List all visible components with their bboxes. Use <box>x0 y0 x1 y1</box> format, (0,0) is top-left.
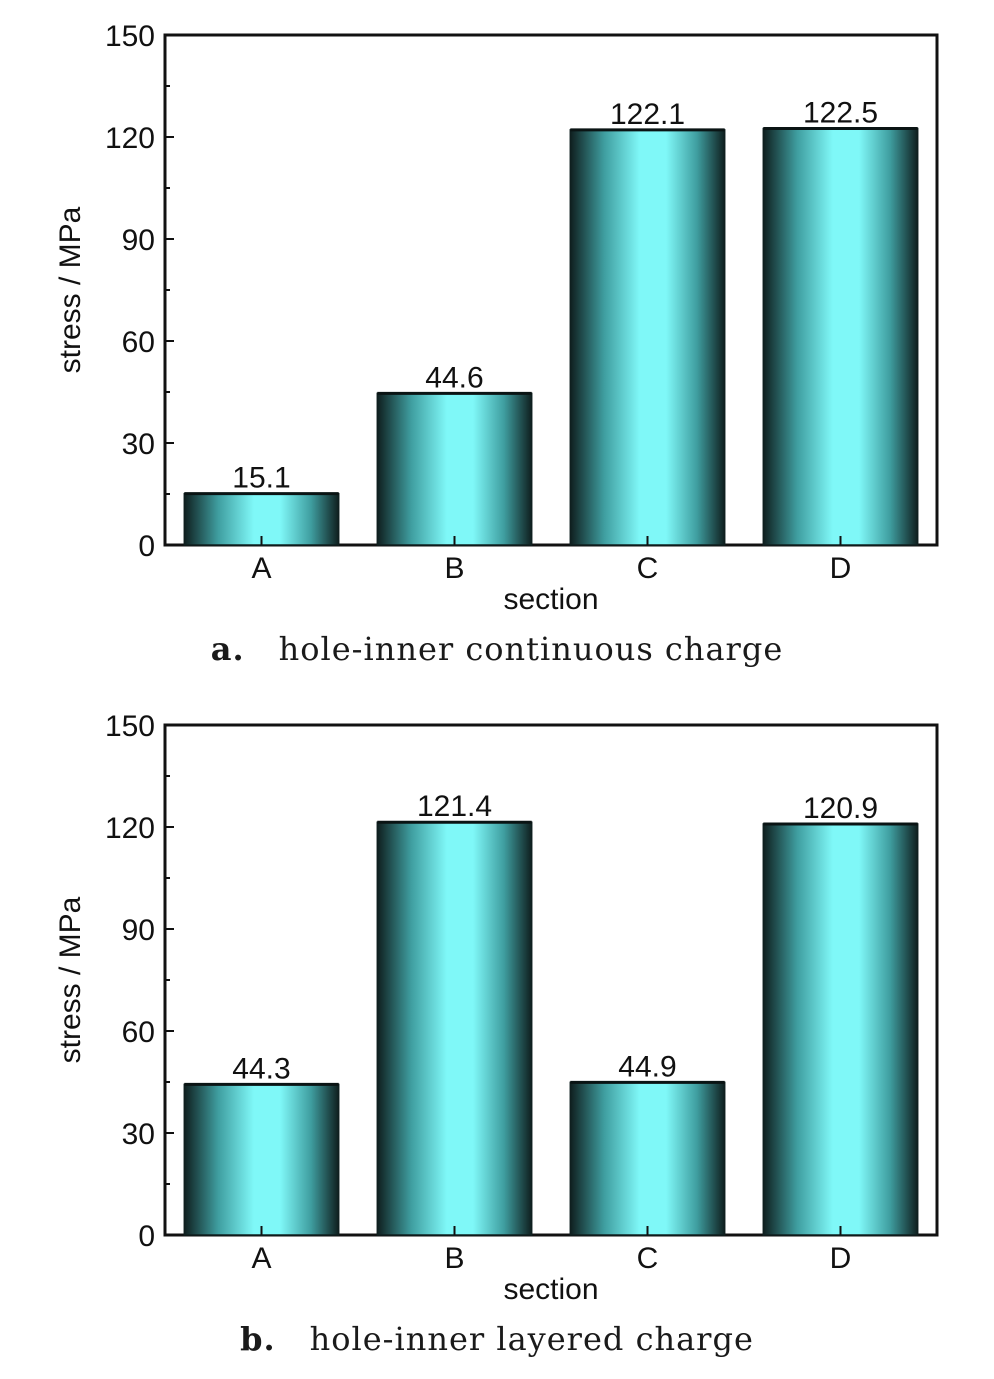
x-tick-label: C <box>637 552 659 585</box>
y-tick-label: 60 <box>122 1016 155 1049</box>
chart-panel-b: 0 30 60 90 120 150 stress / MPa 44.3 A 121.4 B 44.9… <box>0 690 994 1379</box>
y-tick-label: 90 <box>122 224 155 257</box>
caption-b-tag: b. <box>240 1320 276 1358</box>
y-tick-label: 90 <box>122 914 155 947</box>
x-tick-label: D <box>830 1242 852 1275</box>
y-tick-label: 30 <box>122 428 155 461</box>
y-tick-label: 120 <box>105 122 155 155</box>
y-tick-label: 30 <box>122 1118 155 1151</box>
y-tick-label: 60 <box>122 326 155 359</box>
bar-C <box>569 129 726 546</box>
x-tick-label: B <box>444 1242 464 1275</box>
caption-a: a. hole-inner continuous charge <box>0 630 994 668</box>
x-tick-label: C <box>637 1242 659 1275</box>
x-axis-label: section <box>503 1273 598 1306</box>
y-tick-label: 150 <box>105 710 155 743</box>
y-tick-label: 0 <box>138 530 155 563</box>
x-tick-label: A <box>251 552 271 585</box>
data-label: 120.9 <box>803 792 878 825</box>
bar-D <box>762 127 919 546</box>
caption-a-tag: a. <box>210 630 245 668</box>
y-tick-label: 120 <box>105 812 155 845</box>
chart-a-svg: 0 30 60 90 120 150 stress / MPa 15.1 A 44.6 B 122.1… <box>54 20 939 616</box>
caption-a-text: hole-inner continuous charge <box>278 630 784 668</box>
y-axis-label: stress / MPa <box>54 896 87 1063</box>
y-tick-label: 0 <box>138 1220 155 1253</box>
data-label: 15.1 <box>232 462 290 495</box>
y-tick-label: 150 <box>105 20 155 53</box>
bar-A <box>183 1083 340 1236</box>
data-label: 44.9 <box>618 1050 676 1083</box>
data-label: 122.5 <box>803 97 878 130</box>
bar-D <box>762 823 919 1236</box>
data-label: 121.4 <box>417 790 492 823</box>
x-axis-label: section <box>503 583 598 616</box>
caption-b: b. hole-inner layered charge <box>0 1320 994 1358</box>
bar-B <box>376 392 533 546</box>
data-label: 122.1 <box>610 98 685 131</box>
bar-B <box>376 821 533 1236</box>
x-tick-label: A <box>251 1242 271 1275</box>
caption-b-text: hole-inner layered charge <box>309 1320 754 1358</box>
bar-C <box>569 1081 726 1236</box>
x-tick-label: B <box>444 552 464 585</box>
x-tick-label: D <box>830 552 852 585</box>
data-label: 44.3 <box>232 1052 290 1085</box>
data-label: 44.6 <box>425 361 483 394</box>
chart-b-svg: 0 30 60 90 120 150 stress / MPa 44.3 A 121.4 B 44.9… <box>54 710 939 1306</box>
chart-panel-a: 0 30 60 90 120 150 stress / MPa 15.1 A 44.6 B 122.1… <box>0 20 994 668</box>
y-axis-label: stress / MPa <box>54 206 87 373</box>
